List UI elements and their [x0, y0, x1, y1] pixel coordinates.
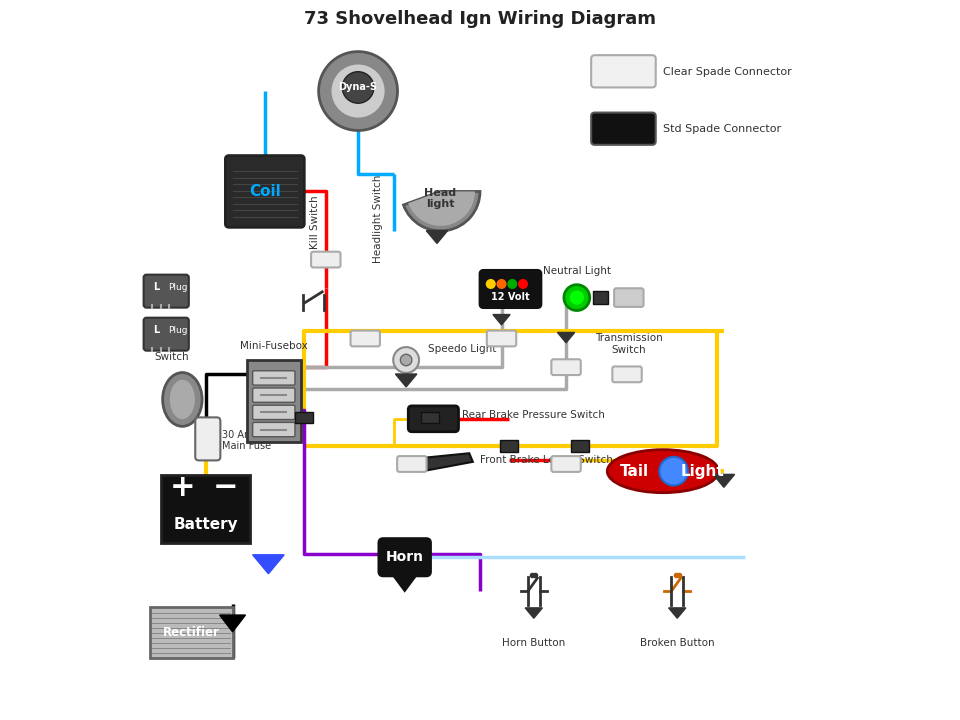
- Circle shape: [569, 290, 584, 305]
- Polygon shape: [252, 555, 284, 574]
- Text: Head
light: Head light: [424, 188, 457, 210]
- FancyBboxPatch shape: [480, 270, 541, 307]
- Text: −: −: [212, 473, 238, 502]
- Text: Dyna-S: Dyna-S: [339, 83, 377, 92]
- Text: L: L: [153, 325, 159, 336]
- Wedge shape: [403, 192, 480, 231]
- Text: Broken Button: Broken Button: [640, 638, 714, 647]
- FancyBboxPatch shape: [252, 405, 295, 420]
- Circle shape: [319, 52, 397, 130]
- Circle shape: [496, 279, 507, 289]
- Polygon shape: [558, 333, 575, 343]
- Text: Plug: Plug: [168, 326, 187, 336]
- Circle shape: [400, 354, 412, 366]
- Text: Neutral Light: Neutral Light: [542, 266, 611, 276]
- Circle shape: [564, 284, 589, 310]
- Polygon shape: [525, 608, 542, 618]
- Text: Front Brake Lever  Switch: Front Brake Lever Switch: [480, 456, 612, 465]
- FancyBboxPatch shape: [612, 366, 641, 382]
- FancyBboxPatch shape: [252, 388, 295, 402]
- Text: Headlight Switch: Headlight Switch: [373, 175, 383, 264]
- Text: Horn: Horn: [386, 550, 423, 564]
- Text: Coil: Coil: [249, 184, 280, 199]
- Ellipse shape: [170, 379, 195, 419]
- Text: 30 Amp: 30 Amp: [222, 431, 259, 441]
- Circle shape: [486, 279, 495, 289]
- FancyBboxPatch shape: [144, 318, 189, 351]
- Text: Std Spade Connector: Std Spade Connector: [663, 124, 781, 134]
- FancyBboxPatch shape: [379, 539, 430, 576]
- Polygon shape: [419, 453, 473, 471]
- Text: Plug: Plug: [168, 284, 187, 292]
- Text: Light: Light: [681, 464, 724, 479]
- Text: Clear Spade Connector: Clear Spade Connector: [663, 67, 792, 76]
- FancyBboxPatch shape: [226, 156, 304, 228]
- FancyBboxPatch shape: [397, 456, 426, 472]
- Circle shape: [660, 456, 688, 485]
- Circle shape: [343, 72, 373, 103]
- Polygon shape: [220, 615, 246, 632]
- FancyBboxPatch shape: [487, 330, 516, 346]
- Circle shape: [518, 279, 528, 289]
- Text: 73 Shovelhead Ign Wiring Diagram: 73 Shovelhead Ign Wiring Diagram: [304, 10, 656, 28]
- Ellipse shape: [162, 372, 202, 426]
- Bar: [571, 441, 589, 452]
- Text: Mini-Fusebox: Mini-Fusebox: [240, 341, 307, 351]
- FancyBboxPatch shape: [195, 418, 221, 460]
- Wedge shape: [408, 192, 475, 226]
- FancyBboxPatch shape: [252, 371, 295, 385]
- Text: 12 Volt: 12 Volt: [491, 292, 529, 302]
- FancyBboxPatch shape: [311, 252, 341, 267]
- Polygon shape: [492, 315, 510, 325]
- Text: Rectifier: Rectifier: [163, 626, 220, 639]
- FancyBboxPatch shape: [591, 55, 656, 87]
- Text: Main Fuse: Main Fuse: [222, 441, 271, 451]
- Text: Horn Button: Horn Button: [502, 638, 565, 647]
- Ellipse shape: [608, 450, 718, 492]
- Text: Rear Brake Pressure Switch: Rear Brake Pressure Switch: [462, 410, 605, 420]
- Bar: [593, 291, 608, 304]
- FancyBboxPatch shape: [614, 288, 643, 307]
- Circle shape: [394, 347, 419, 373]
- Circle shape: [507, 279, 517, 289]
- Polygon shape: [396, 374, 417, 387]
- Bar: [420, 412, 439, 423]
- Polygon shape: [713, 474, 734, 487]
- FancyBboxPatch shape: [551, 359, 581, 375]
- Text: Transmission
Switch: Transmission Switch: [594, 333, 662, 355]
- FancyBboxPatch shape: [408, 406, 459, 432]
- FancyBboxPatch shape: [350, 330, 380, 346]
- FancyBboxPatch shape: [161, 474, 251, 543]
- Text: Main
Switch: Main Switch: [155, 341, 189, 362]
- FancyBboxPatch shape: [144, 274, 189, 307]
- Bar: [500, 441, 517, 452]
- Polygon shape: [426, 230, 447, 243]
- Text: Kill Switch: Kill Switch: [310, 195, 320, 249]
- Text: L: L: [153, 282, 159, 292]
- FancyBboxPatch shape: [591, 112, 656, 145]
- Circle shape: [331, 64, 385, 118]
- FancyBboxPatch shape: [551, 456, 581, 472]
- Text: +: +: [170, 473, 195, 502]
- Polygon shape: [391, 572, 419, 591]
- Bar: [296, 412, 313, 423]
- Bar: [150, 608, 232, 657]
- Text: Tail: Tail: [619, 464, 649, 479]
- Polygon shape: [668, 608, 685, 618]
- Text: Battery: Battery: [174, 518, 238, 533]
- FancyBboxPatch shape: [252, 423, 295, 437]
- FancyBboxPatch shape: [247, 360, 300, 443]
- Text: Speedo Light: Speedo Light: [427, 344, 496, 354]
